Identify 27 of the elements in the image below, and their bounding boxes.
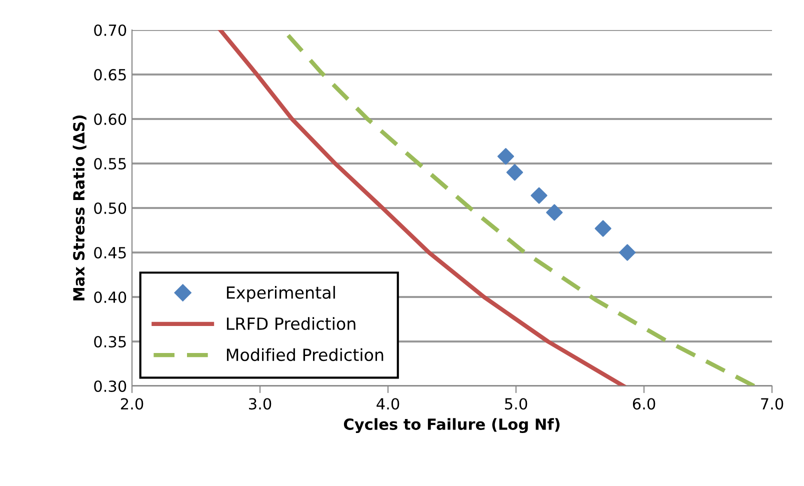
- point: [530, 187, 548, 204]
- y-tick-label: 0.45: [94, 246, 126, 259]
- point: [497, 148, 514, 165]
- y-tick-label: 0.60: [94, 113, 126, 126]
- x-axis-title: Cycles to Failure (Log Nf): [344, 418, 560, 434]
- y-tick-label: 0.65: [94, 68, 126, 81]
- line-series: [218, 30, 626, 386]
- point: [506, 164, 524, 181]
- y-axis-title: Max Stress Ratio (ΔS): [72, 116, 86, 300]
- x-tick-label: 2.0: [120, 398, 144, 410]
- y-tick-label: 0.30: [94, 380, 126, 392]
- point: [619, 244, 636, 261]
- x-tick-label: 3.0: [249, 398, 272, 410]
- y-tick-label: 0.40: [94, 291, 126, 304]
- y-tick-label: 0.70: [94, 24, 126, 36]
- x-tick-label: 6.0: [632, 398, 656, 410]
- legend-label: Modified Prediction: [226, 348, 384, 362]
- legend-label: Experimental: [226, 286, 335, 302]
- x-tick-label: 7.0: [761, 398, 784, 410]
- y-tick-label: 0.35: [94, 336, 126, 348]
- y-tick-label: 0.55: [94, 158, 126, 170]
- point: [546, 204, 563, 221]
- x-tick-label: 4.0: [376, 398, 400, 410]
- legend-label: LRFD Prediction: [226, 317, 356, 330]
- point: [594, 220, 612, 237]
- y-tick-label: 0.50: [94, 202, 126, 214]
- x-tick-label: 5.0: [505, 398, 528, 410]
